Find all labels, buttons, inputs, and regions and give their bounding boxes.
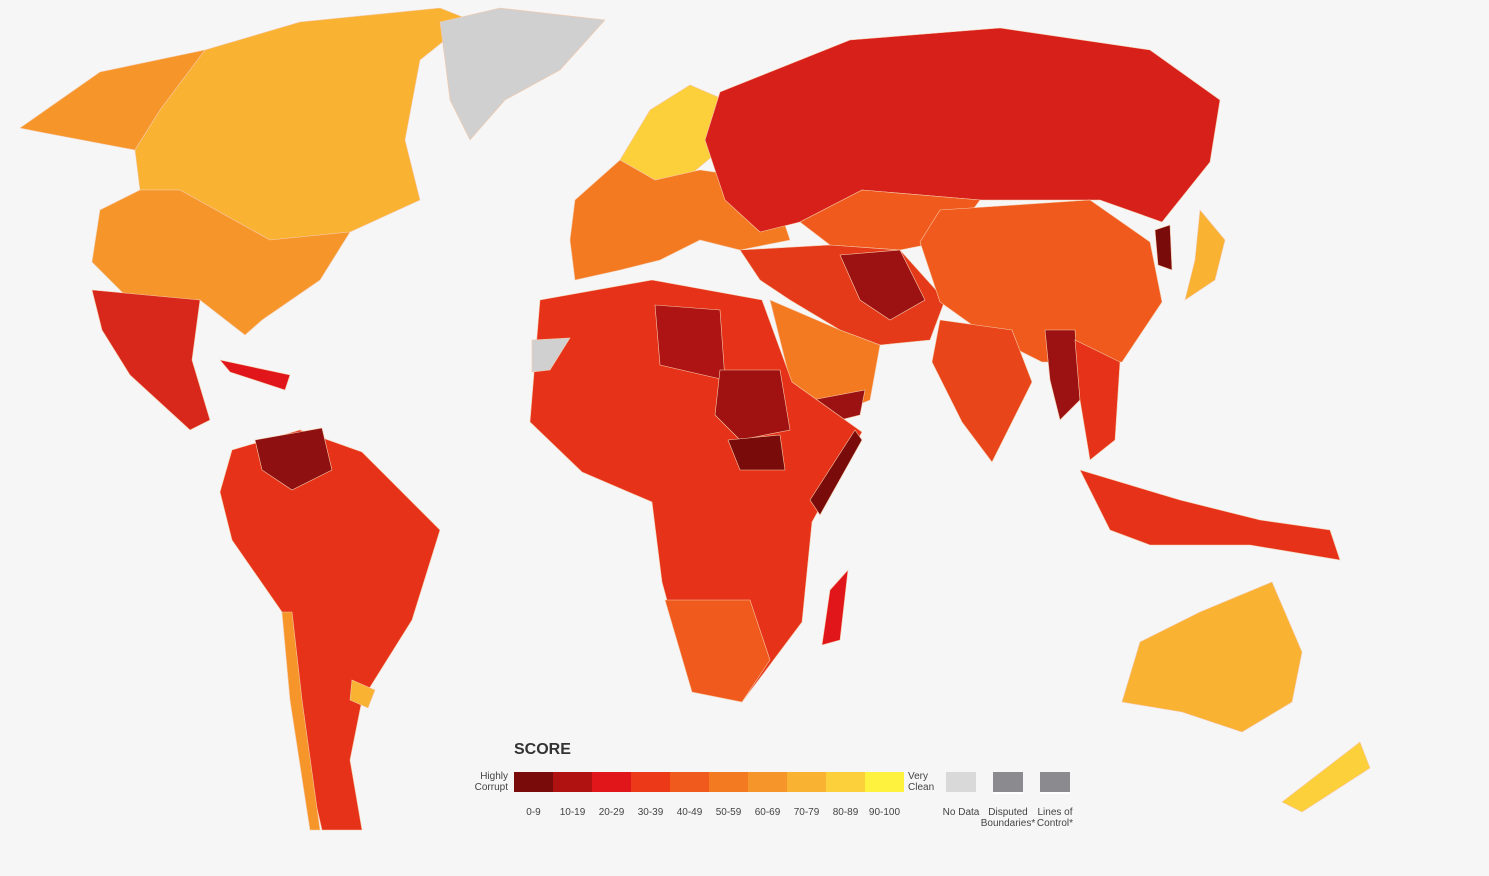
legend-bin-label: 30-39 [637, 807, 664, 818]
korea [1154, 224, 1173, 271]
india [931, 319, 1033, 463]
legend-swatch [748, 772, 787, 792]
legend-low-label: Highly Corrupt [474, 771, 508, 793]
legend-bin-label: 80-89 [832, 807, 859, 818]
legend-swatch [865, 772, 904, 792]
legend-extra-label: Lines of Control* [1036, 807, 1074, 829]
legend-extra-label: Disputed Boundaries* [980, 807, 1036, 829]
caribbean [219, 359, 291, 391]
legend-bin-label: 90-100 [868, 807, 901, 818]
legend-bin-label: 70-79 [793, 807, 820, 818]
madagascar [821, 569, 849, 646]
western-sahara [531, 337, 571, 373]
afghanistan [839, 249, 926, 321]
legend-swatch [709, 772, 748, 792]
south-sudan [727, 434, 786, 471]
venezuela [254, 427, 333, 491]
legend-swatch [787, 772, 826, 792]
legend-swatch [670, 772, 709, 792]
japan [1184, 209, 1226, 301]
southern-africa [664, 599, 771, 703]
legend-extra-swatch [1040, 772, 1070, 794]
myanmar [1044, 329, 1081, 421]
legend-swatch [631, 772, 670, 792]
legend-swatch [826, 772, 865, 792]
legend-title: SCORE [514, 741, 571, 758]
somalia [809, 429, 863, 516]
mexico-central-america [91, 289, 211, 431]
legend-high-label: Very Clean [908, 771, 935, 793]
south-america [219, 429, 441, 831]
legend-swatch [553, 772, 592, 792]
greenland [439, 7, 606, 141]
legend-swatch [592, 772, 631, 792]
legend-bin-label: 60-69 [754, 807, 781, 818]
indonesia [1079, 469, 1341, 561]
legend-bin-label: 50-59 [715, 807, 742, 818]
australia [1121, 581, 1303, 733]
sudan [714, 369, 791, 441]
legend-extra-label: No Data [942, 807, 980, 818]
legend-bin-label: 40-49 [676, 807, 703, 818]
russia [704, 27, 1221, 233]
legend-swatch [514, 772, 553, 792]
chile [281, 611, 321, 831]
legend-extra-swatch [993, 772, 1023, 794]
legend-bin-label: 0-9 [526, 807, 541, 818]
legend-extra-swatch [946, 772, 976, 792]
legend-bin-label: 20-29 [598, 807, 625, 818]
canada [134, 7, 471, 241]
southeast-asia [1074, 339, 1121, 461]
legend-bin-label: 10-19 [559, 807, 586, 818]
new-zealand [1281, 741, 1371, 813]
uruguay [349, 679, 376, 709]
